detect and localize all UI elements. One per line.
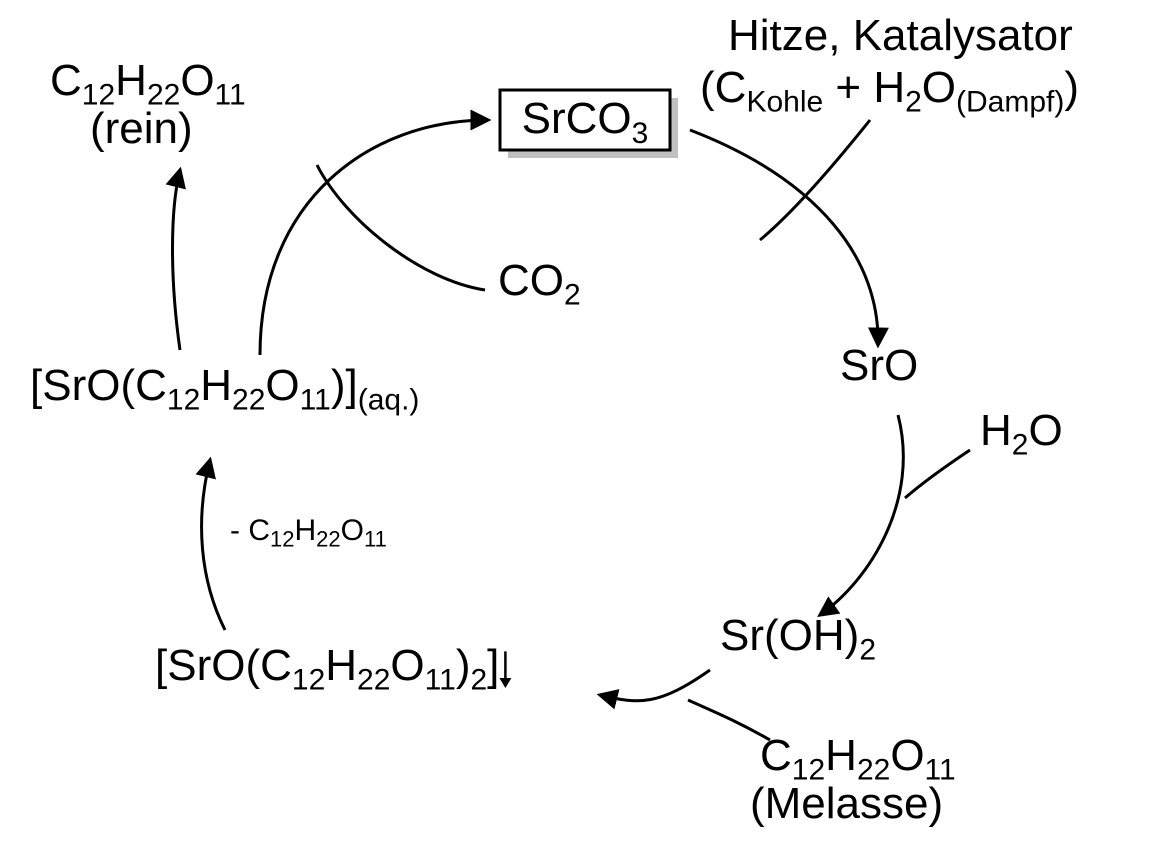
edge-aq-to-sucrose [173, 170, 181, 350]
edge-sroh2-to-complex2 [600, 670, 710, 701]
annotation-melasse: C12H22O11(Melasse) [750, 731, 956, 828]
svg-text:SrO: SrO [840, 341, 918, 390]
svg-text:Sr(OH)2: Sr(OH)2 [720, 611, 876, 667]
node-complex_aq: [SrO(C12H22O11)](aq.) [30, 361, 419, 417]
edge-complex2-to-aq [202, 460, 225, 630]
edge-melasse-branch [688, 700, 770, 740]
svg-text:CO2: CO2 [498, 256, 581, 312]
node-complex2: [SrO(C12H22O11)2] [155, 641, 511, 697]
svg-text:Hitze, Katalysator: Hitze, Katalysator [728, 11, 1073, 60]
svg-text:SrCO3: SrCO3 [522, 94, 649, 150]
edge-h2o-branch [905, 450, 970, 498]
svg-text:[SrO(C12H22O11)2]: [SrO(C12H22O11)2] [155, 641, 499, 697]
node-sro: SrO [840, 341, 918, 390]
svg-text:(Melasse): (Melasse) [750, 779, 943, 828]
svg-text:(CKohle + H2O(Dampf)): (CKohle + H2O(Dampf)) [700, 63, 1079, 119]
annotation-heat_cat: Hitze, Katalysator(CKohle + H2O(Dampf)) [700, 11, 1079, 119]
edge-co2-branch [317, 165, 485, 290]
annotation-h2o: H2O [980, 406, 1063, 462]
node-sucrose_pure: C12H22O11(rein) [50, 56, 246, 153]
edge-aq-to-srco3 [260, 120, 488, 355]
annotation-co2: CO2 [498, 256, 581, 312]
annotation-minus_sucrose: - C12H22O11 [230, 514, 387, 552]
node-sroh2: Sr(OH)2 [720, 611, 876, 667]
edge-sro-to-sroh2 [820, 415, 903, 615]
svg-text:- C12H22O11: - C12H22O11 [230, 514, 387, 552]
svg-text:H2O: H2O [980, 406, 1063, 462]
svg-text:(rein): (rein) [90, 104, 193, 153]
node-srco3: SrCO3 [522, 94, 649, 150]
svg-text:[SrO(C12H22O11)](aq.): [SrO(C12H22O11)](aq.) [30, 361, 419, 417]
edge-heat-branch [760, 120, 870, 240]
edge-srco3-to-sro [690, 130, 878, 345]
